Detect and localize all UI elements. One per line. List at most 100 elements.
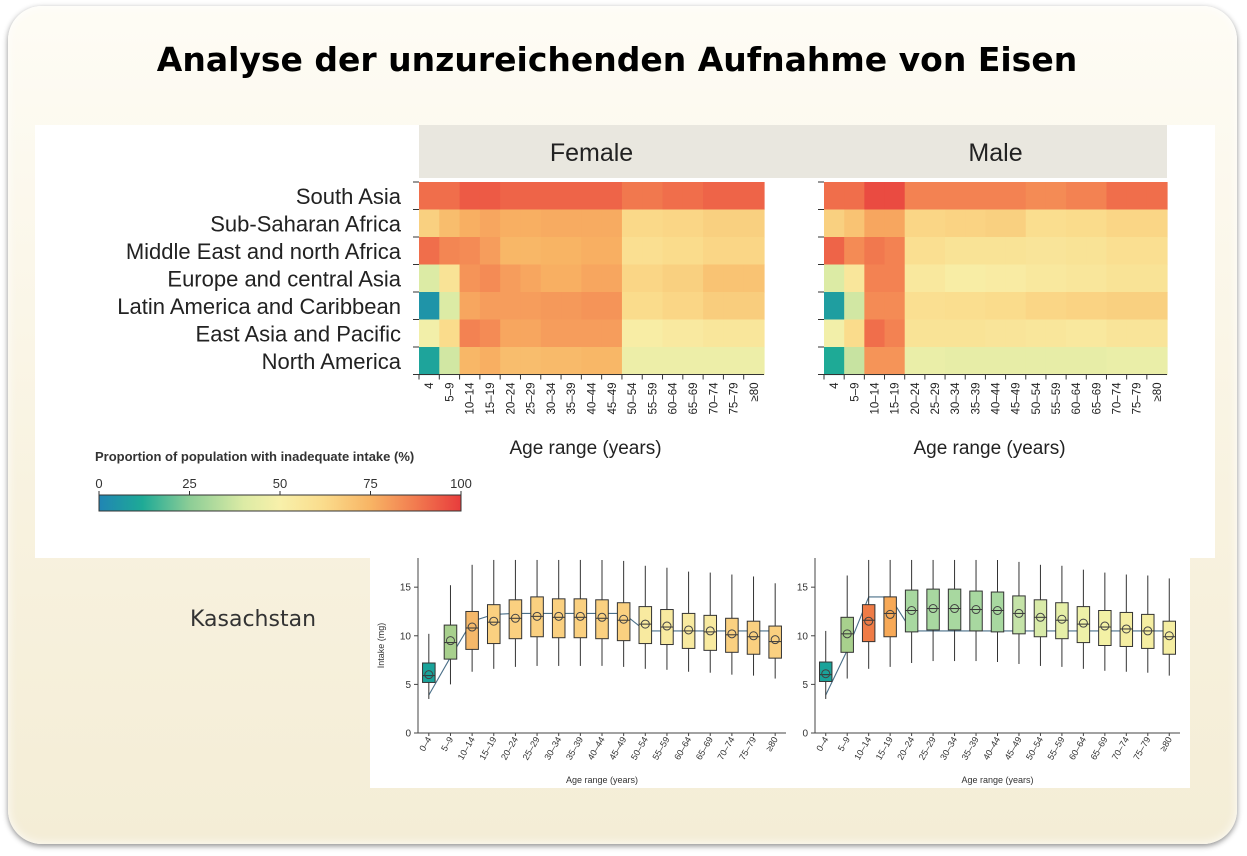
box-mean-marker	[1121, 624, 1131, 634]
heatmap-cell	[945, 319, 966, 348]
heatmap-cell	[864, 237, 886, 266]
heatmap-cell	[884, 319, 906, 348]
heatmap-cell	[662, 292, 684, 321]
heatmap-cell	[1066, 237, 1087, 266]
box-body	[508, 599, 523, 640]
heatmap-cell	[945, 237, 966, 266]
heatmap-cell	[581, 237, 603, 266]
heatmap-cell	[662, 347, 684, 376]
heatmap-cell	[945, 209, 966, 238]
boxplot-y-tick-label: 15	[400, 583, 412, 594]
heatmap-cell	[965, 264, 987, 293]
box-mean-marker	[640, 619, 650, 629]
box-mean-marker	[575, 611, 585, 621]
heatmap-cell	[682, 182, 704, 211]
colorbar-tick-label: 0	[95, 476, 102, 491]
box-body	[883, 596, 897, 638]
heatmap-cell	[703, 182, 725, 211]
heatmap-col-label: 15–19	[485, 383, 497, 415]
heatmap-col-label: 25–29	[930, 383, 942, 415]
boxplot-x-tick-label: 70–74	[1110, 735, 1131, 762]
heatmap-cell	[1005, 319, 1027, 348]
heatmap-panel: Female Male South Asia Sub-Saharan Africa Mi…	[35, 125, 1215, 558]
boxplot-x-tick-label: 5–9	[836, 735, 852, 753]
heatmap-cell	[520, 347, 542, 376]
box-body	[990, 591, 1005, 633]
boxplot-x-tick-label: 40–44	[586, 735, 607, 762]
heatmap-col-label: 65–69	[688, 383, 700, 415]
box-mean-marker	[467, 622, 477, 632]
heatmap-cell	[581, 292, 603, 321]
heatmap-cell	[1086, 182, 1108, 211]
heatmap-cell	[1086, 347, 1108, 376]
heatmap-cell	[1045, 347, 1067, 376]
box-mean-marker	[864, 616, 874, 626]
heatmap-cell	[459, 319, 481, 348]
heatmap-cell	[844, 182, 865, 211]
heatmap-cell	[985, 237, 1007, 266]
heatmap-cell	[581, 319, 603, 348]
heatmap-cell	[1146, 264, 1168, 293]
heatmap-col-label: 40–44	[587, 382, 599, 415]
heatmap-cell	[1045, 264, 1067, 293]
heatmap-cell	[662, 264, 684, 293]
heatmap-cell	[703, 292, 725, 321]
heatmap-cell	[1005, 237, 1027, 266]
heatmap-xlabel: Age range (years)	[509, 438, 661, 459]
boxplot-x-tick-label: 25–29	[917, 735, 938, 762]
heatmap-col-label: 20–24	[910, 382, 922, 415]
heatmap-cell	[459, 292, 481, 321]
heatmap-cell	[924, 319, 946, 348]
heatmap-col-label: 5–9	[849, 383, 861, 402]
heatmap-cell	[621, 319, 643, 348]
heatmap-cell	[1005, 264, 1027, 293]
heatmap-row-label: Latin America and Caribbean	[117, 294, 401, 319]
boxplot-y-tick-label: 0	[802, 729, 808, 740]
heatmap-col-label: 35–39	[970, 383, 982, 415]
heatmap-cell	[884, 209, 906, 238]
heatmap-cell	[621, 237, 643, 266]
heatmap-cell	[1126, 182, 1148, 211]
heatmap-cell	[703, 347, 725, 376]
heatmap-col-label: 20–24	[505, 382, 517, 415]
boxplot-xlabel: Age range (years)	[961, 775, 1033, 785]
boxplot-x-tick-label: 50–54	[1024, 735, 1045, 762]
heatmap-col-label: 35–39	[566, 383, 578, 415]
heatmap-cell	[1005, 347, 1027, 376]
heatmap-col-label: 70–74	[1112, 382, 1124, 415]
heatmap-cell	[520, 264, 542, 293]
heatmap-cell	[581, 264, 603, 293]
heatmap-cell	[1025, 237, 1047, 266]
heatmap-cell	[520, 182, 542, 211]
box-mean-marker	[727, 629, 737, 639]
boxplot-ylabel: Intake (mg)	[376, 623, 386, 669]
heatmap-cell	[904, 264, 926, 293]
heatmap-cell	[1146, 237, 1168, 266]
box-mean-marker	[842, 629, 852, 639]
facet-label-male: Male	[968, 139, 1022, 167]
heatmap-cell	[500, 209, 522, 238]
heatmap-cell	[1106, 292, 1128, 321]
heatmap-cell	[419, 237, 440, 266]
boxplot-x-tick-label: 65–69	[1088, 735, 1109, 762]
heatmap-cell	[520, 237, 542, 266]
heatmap-cell	[743, 347, 765, 376]
boxplot-x-tick-label: 70–74	[715, 735, 736, 762]
heatmap-cell	[439, 209, 461, 238]
heatmap-cell	[1106, 182, 1128, 211]
boxplot-y-tick-label: 5	[802, 680, 808, 691]
box-mean-marker	[684, 625, 694, 635]
heatmap-cell	[1045, 209, 1067, 238]
heatmap-cell	[439, 292, 461, 321]
box-body	[861, 604, 876, 643]
heatmap-cell	[864, 319, 886, 348]
heatmap-cell	[581, 347, 603, 376]
heatmap-cell	[864, 209, 886, 238]
heatmap-cell	[540, 347, 562, 376]
boxplot-y-tick-label: 15	[797, 583, 809, 594]
heatmap-row-label: Sub-Saharan Africa	[210, 211, 402, 236]
boxplot-x-tick-label: 30–34	[542, 735, 563, 762]
boxplot-y-tick-label: 5	[405, 680, 411, 691]
heatmap-cell	[459, 237, 481, 266]
heatmap-cell	[723, 347, 745, 376]
